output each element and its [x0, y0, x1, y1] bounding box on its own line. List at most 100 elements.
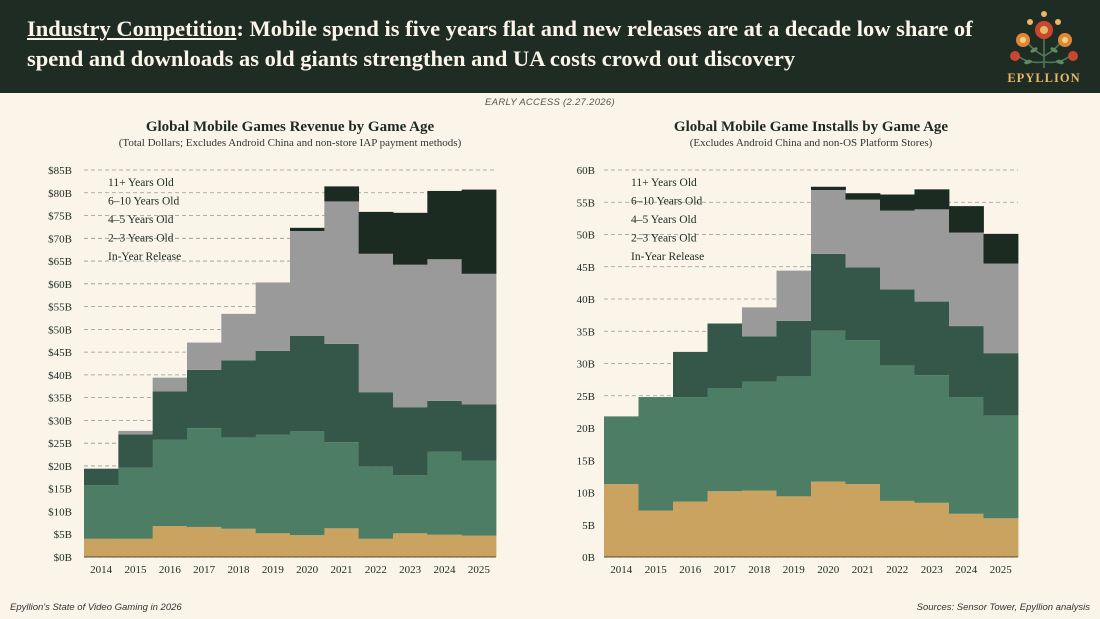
y-tick-label: 5B	[582, 520, 595, 532]
bar-segment	[255, 282, 291, 351]
y-tick-label: $25B	[48, 438, 72, 450]
bar-segment	[776, 270, 812, 321]
y-tick-label: $55B	[48, 302, 72, 314]
x-tick-label: 2025	[990, 564, 1013, 576]
bar-segment	[707, 388, 743, 492]
bar-segment	[393, 407, 428, 476]
bar-segment	[673, 501, 708, 557]
y-tick-label: 40B	[577, 294, 595, 306]
y-tick-label: $45B	[48, 347, 72, 359]
legend-entry: In-Year Release	[631, 251, 704, 263]
bar-segment	[914, 375, 950, 503]
bar-segment	[255, 350, 291, 435]
bar-segment	[845, 199, 881, 268]
bar-segment	[324, 442, 360, 529]
x-tick-label: 2020	[296, 564, 319, 576]
bar-segment	[707, 491, 743, 557]
bar-segment	[393, 533, 428, 557]
bar-segment	[393, 475, 428, 534]
flower-logo-icon	[1010, 11, 1078, 68]
legend-entry: 6–10 Years Old	[631, 196, 702, 208]
bar-segment	[118, 538, 154, 557]
bar-segment	[949, 513, 984, 557]
y-tick-label: $65B	[48, 256, 72, 268]
bar-segment	[358, 538, 394, 557]
bar-segment	[324, 343, 360, 443]
bar-segment	[358, 466, 394, 539]
bar-segment	[221, 437, 257, 529]
bar-segment	[880, 289, 915, 366]
x-tick-label: 2016	[159, 564, 182, 576]
y-tick-label: $35B	[48, 393, 72, 405]
bar-segment	[221, 313, 257, 361]
bar-segment	[638, 397, 674, 511]
x-tick-label: 2019	[262, 564, 285, 576]
x-tick-label: 2016	[679, 564, 702, 576]
bar-segment	[461, 273, 497, 405]
bar-segment	[914, 301, 950, 376]
chart-2: Global Mobile Game Installs by Game Age (…	[577, 119, 1019, 576]
bar-segment	[845, 340, 881, 485]
bar-segment	[742, 336, 777, 382]
y-tick-label: $70B	[48, 233, 72, 245]
y-tick-label: $15B	[48, 484, 72, 496]
bar-segment	[290, 335, 325, 432]
chart-title: Global Mobile Games Revenue by Game Age	[146, 119, 435, 135]
bar-segment	[949, 397, 984, 514]
bar-segment	[290, 227, 325, 232]
bar-segment	[290, 231, 325, 336]
y-tick-label: $50B	[48, 324, 72, 336]
y-tick-label: $5B	[54, 529, 72, 541]
footer-left: Epyllion's State of Video Gaming in 2026	[10, 602, 182, 613]
y-tick-label: 55B	[577, 197, 595, 209]
bar-segment	[84, 485, 119, 539]
bar-segment	[324, 201, 360, 344]
bar-segment	[461, 189, 497, 274]
bar-segment	[983, 233, 1019, 264]
y-tick-label: 15B	[577, 455, 595, 467]
bar-segment	[461, 404, 497, 461]
bar-segment	[880, 210, 915, 290]
x-tick-label: 2014	[610, 564, 633, 576]
y-tick-label: 30B	[577, 359, 595, 371]
bar-segment	[84, 468, 119, 486]
bar-segment	[811, 186, 846, 190]
footer-right: Sources: Sensor Tower, Epyllion analysis	[916, 602, 1090, 613]
x-tick-label: 2022	[886, 564, 908, 576]
y-tick-label: $60B	[48, 279, 72, 291]
y-tick-label: $75B	[48, 211, 72, 223]
x-tick-label: 2025	[468, 564, 491, 576]
x-tick-label: 2018	[228, 564, 251, 576]
x-tick-label: 2014	[90, 564, 113, 576]
x-tick-label: 2023	[399, 564, 422, 576]
x-tick-label: 2019	[783, 564, 806, 576]
title-rest: : Mobile spend is five years flat and ne…	[27, 16, 973, 71]
x-tick-label: 2018	[748, 564, 771, 576]
y-tick-label: 50B	[577, 230, 595, 242]
bar-segment	[949, 326, 984, 398]
x-tick-label: 2017	[714, 564, 737, 576]
bar-segment	[776, 376, 812, 497]
bar-segment	[152, 439, 188, 527]
bar-segment	[152, 377, 188, 392]
chart-1: Global Mobile Games Revenue by Game Age (…	[48, 119, 497, 576]
bar-segment	[845, 484, 881, 557]
x-tick-label: 2021	[331, 564, 353, 576]
bar-segment	[324, 186, 360, 202]
legend-entry: 11+ Years Old	[631, 177, 697, 189]
x-tick-label: 2015	[645, 564, 668, 576]
chart-subtitle: (Total Dollars; Excludes Android China a…	[119, 137, 462, 149]
y-tick-label: $30B	[48, 415, 72, 427]
bar-segment	[187, 342, 222, 370]
bar-segment	[983, 263, 1019, 354]
legend-entry: In-Year Release	[108, 251, 181, 263]
bar-segment	[673, 397, 708, 502]
bar-segment	[983, 415, 1019, 519]
y-tick-label: 45B	[577, 262, 595, 274]
y-tick-label: 20B	[577, 423, 595, 435]
x-tick-label: 2017	[193, 564, 216, 576]
bar-segment	[393, 212, 428, 265]
legend-entry: 4–5 Years Old	[631, 214, 697, 226]
y-tick-label: $20B	[48, 461, 72, 473]
y-tick-label: 10B	[577, 488, 595, 500]
